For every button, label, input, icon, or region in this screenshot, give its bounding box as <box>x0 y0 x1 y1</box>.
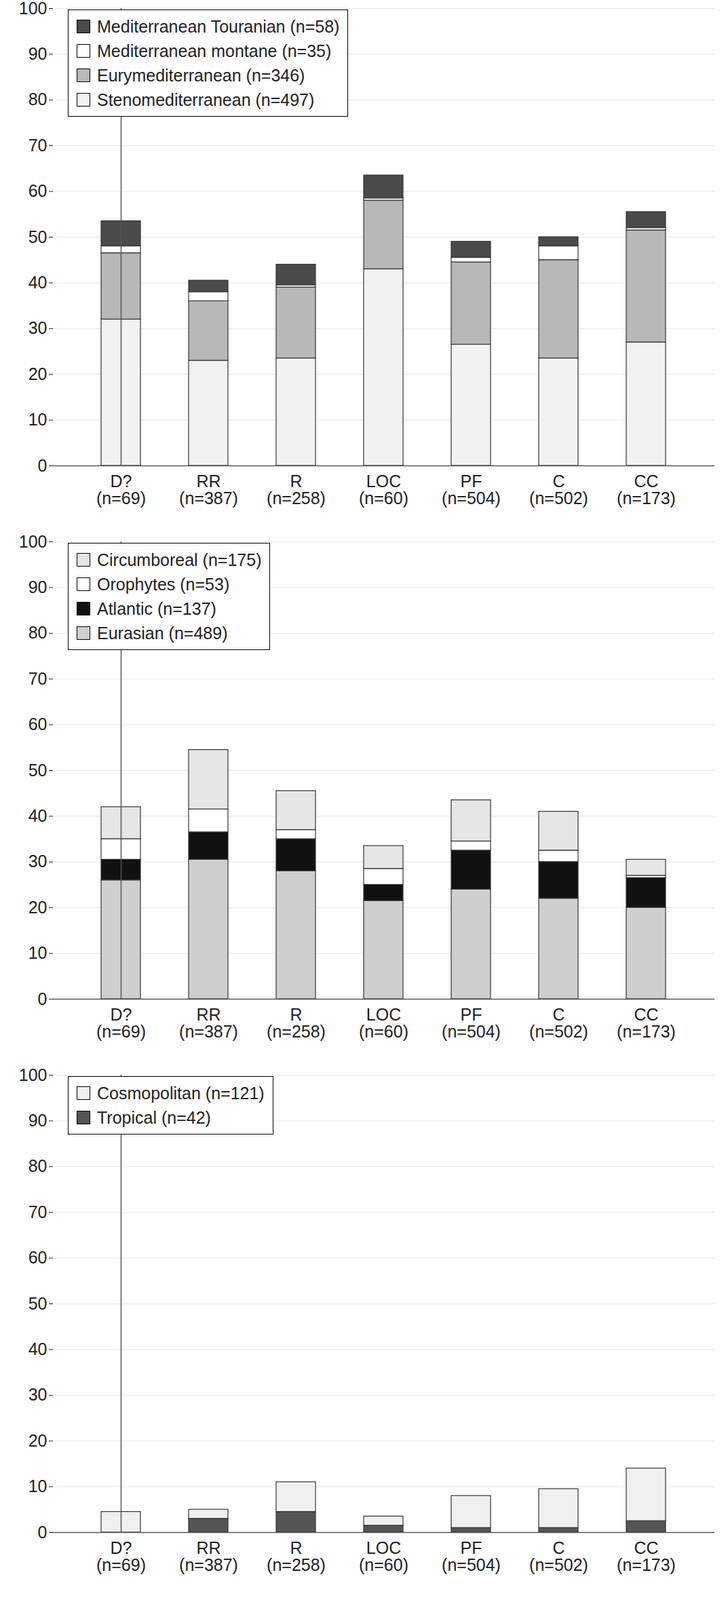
svg-text:RR(n=387): RR(n=387) <box>179 1538 239 1575</box>
svg-text:0: 0 <box>37 989 48 1009</box>
svg-text:50: 50 <box>28 1293 48 1313</box>
svg-text:50: 50 <box>28 760 48 780</box>
html-text:Mediterranean montane (n=35): Mediterranean montane (n=35) <box>97 41 332 61</box>
html-text:Eurasian (n=489): Eurasian (n=489) <box>97 623 228 643</box>
svg-text:D?(n=69): D?(n=69) <box>96 1538 146 1575</box>
svg-text:100: 100 <box>18 0 48 18</box>
svg-text:20: 20 <box>28 897 48 917</box>
svg-text:10: 10 <box>28 943 48 963</box>
svg-text:70: 70 <box>28 1202 48 1222</box>
svg-text:30: 30 <box>28 1384 48 1404</box>
svg-text:20: 20 <box>28 364 48 384</box>
svg-text:C(n=502): C(n=502) <box>529 1538 589 1575</box>
svg-text:80: 80 <box>28 622 48 642</box>
svg-text:10: 10 <box>28 1476 48 1496</box>
svg-text:30: 30 <box>28 851 48 871</box>
svg-text:40: 40 <box>28 1339 48 1359</box>
svg-text:RR(n=387): RR(n=387) <box>179 1004 239 1041</box>
svg-text:CC(n=173): CC(n=173) <box>616 1004 676 1041</box>
html-text:Circumboreal (n=175): Circumboreal (n=175) <box>97 549 262 569</box>
svg-text:0: 0 <box>37 455 48 475</box>
svg-text:LOC(n=60): LOC(n=60) <box>358 1004 409 1041</box>
svg-text:LOC(n=60): LOC(n=60) <box>358 471 409 508</box>
svg-text:70: 70 <box>28 135 48 155</box>
svg-text:R(n=258): R(n=258) <box>266 1004 326 1041</box>
svg-text:PF(n=504): PF(n=504) <box>441 1004 501 1041</box>
html-text:Orophytes (n=53): Orophytes (n=53) <box>97 574 230 594</box>
svg-text:40: 40 <box>28 806 48 826</box>
html-text:Cosmopolitan (n=121): Cosmopolitan (n=121) <box>97 1083 265 1103</box>
svg-text:90: 90 <box>28 577 48 597</box>
svg-text:CC(n=173): CC(n=173) <box>616 471 676 508</box>
svg-text:60: 60 <box>28 181 48 201</box>
svg-text:50: 50 <box>28 227 48 247</box>
svg-text:PF(n=504): PF(n=504) <box>441 1538 501 1575</box>
html-text:Eurymediterranean (n=346): Eurymediterranean (n=346) <box>97 65 305 85</box>
svg-text:D?(n=69): D?(n=69) <box>96 1004 146 1041</box>
svg-text:80: 80 <box>28 1156 48 1176</box>
svg-text:30: 30 <box>28 318 48 338</box>
svg-text:100: 100 <box>18 1066 48 1085</box>
svg-text:R(n=258): R(n=258) <box>266 471 326 508</box>
svg-text:20: 20 <box>28 1430 48 1450</box>
svg-text:C(n=502): C(n=502) <box>529 1004 589 1041</box>
svg-text:10: 10 <box>28 409 48 429</box>
svg-text:D?(n=69): D?(n=69) <box>96 471 146 508</box>
svg-text:90: 90 <box>28 44 48 64</box>
svg-text:90: 90 <box>28 1110 48 1130</box>
svg-text:60: 60 <box>28 1247 48 1267</box>
svg-text:LOC(n=60): LOC(n=60) <box>358 1538 409 1575</box>
html-text:Stenomediterranean (n=497): Stenomediterranean (n=497) <box>97 89 315 109</box>
svg-text:C(n=502): C(n=502) <box>529 471 589 508</box>
svg-text:R(n=258): R(n=258) <box>266 1538 326 1575</box>
svg-text:70: 70 <box>28 668 48 688</box>
html-text:Mediterranean Touranian (n=58): Mediterranean Touranian (n=58) <box>97 16 340 36</box>
svg-text:100: 100 <box>18 533 48 551</box>
svg-text:60: 60 <box>28 714 48 734</box>
svg-text:0: 0 <box>37 1522 48 1542</box>
html-text:Tropical (n=42): Tropical (n=42) <box>97 1107 211 1127</box>
svg-text:40: 40 <box>28 272 48 292</box>
svg-text:CC(n=173): CC(n=173) <box>616 1538 676 1575</box>
svg-text:PF(n=504): PF(n=504) <box>441 471 501 508</box>
html-text:Atlantic (n=137): Atlantic (n=137) <box>97 598 217 618</box>
svg-text:80: 80 <box>28 89 48 109</box>
svg-text:RR(n=387): RR(n=387) <box>179 471 239 508</box>
